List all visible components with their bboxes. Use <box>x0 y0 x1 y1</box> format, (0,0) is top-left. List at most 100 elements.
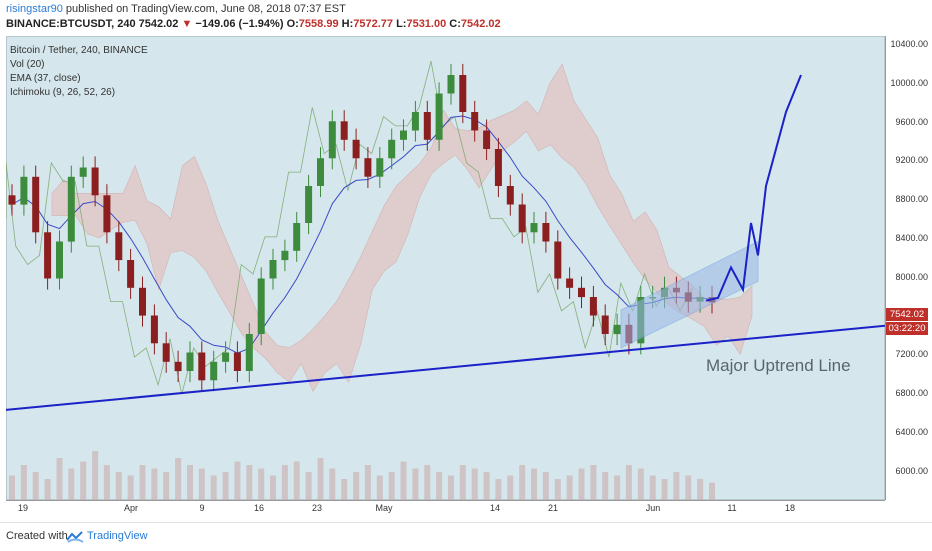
volume-bar <box>566 475 573 500</box>
volume-bar <box>697 479 704 500</box>
low-label: L: <box>396 18 407 30</box>
volume-bar <box>709 482 715 500</box>
symbol-label[interactable]: BINANCE:BTCUSDT, 240 <box>6 18 136 30</box>
candle-body <box>281 250 289 261</box>
time-tick: Jun <box>645 503 661 513</box>
price-tick: 8800.00 <box>895 194 928 205</box>
time-tick: 11 <box>727 503 737 513</box>
candle-body <box>352 139 360 159</box>
volume-bar <box>305 472 312 500</box>
candle-body <box>542 223 550 242</box>
candle-body <box>518 204 526 233</box>
tradingview-link[interactable]: TradingView <box>87 530 148 542</box>
volume-bar <box>103 465 110 500</box>
legend-ichimoku[interactable]: Ichimoku (9, 26, 52, 26) <box>10 87 116 98</box>
volume-bar <box>637 468 644 500</box>
volume-bar <box>270 475 276 500</box>
price-change: −149.06 (−1.94%) <box>195 18 284 30</box>
volume-bar <box>364 465 371 500</box>
volume-bar <box>44 479 51 500</box>
volume-bar <box>210 475 217 500</box>
publish-info: published on TradingView.com, June 08, 2… <box>62 3 346 15</box>
candle-body <box>613 324 621 335</box>
volume-bar <box>163 472 170 500</box>
candle-body <box>328 121 336 159</box>
time-tick: 16 <box>253 503 265 513</box>
volume-bar <box>483 472 490 500</box>
candle-body <box>554 241 562 279</box>
candle-body <box>44 232 52 279</box>
price-tick: 10400.00 <box>890 39 928 49</box>
candle-body <box>578 287 585 298</box>
time-tick: 18 <box>784 503 796 513</box>
candle-body <box>411 112 419 131</box>
volume-bar <box>92 451 99 500</box>
legend-symbol[interactable]: Bitcoin / Tether, 240, BINANCE <box>10 45 148 56</box>
candle-body <box>20 176 28 205</box>
candle-body <box>376 158 384 177</box>
candle-body <box>91 167 99 196</box>
created-with-label: Created with <box>6 530 68 542</box>
volume-bar <box>353 472 360 500</box>
candle-body <box>150 315 158 344</box>
chart-header: risingstar90 published on TradingView.co… <box>0 0 932 34</box>
candle-body <box>32 176 40 233</box>
candle-body <box>589 297 597 316</box>
time-tick: May <box>375 503 393 513</box>
price-axis[interactable]: 10400.00 10000.00 9600.00 9200.00 8800.00 840… <box>885 36 932 500</box>
candle-body <box>245 334 253 371</box>
volume-bar <box>9 475 15 500</box>
volume-bar <box>507 475 514 500</box>
volume-bar <box>436 472 443 500</box>
volume-bar <box>459 465 466 500</box>
publish-line: risingstar90 published on TradingView.co… <box>6 3 346 15</box>
candle-body <box>317 158 324 186</box>
last-price-tag: 7542.02 <box>886 308 928 321</box>
open-value: 7558.99 <box>298 18 339 30</box>
volume-bar <box>542 472 549 500</box>
candle-body <box>103 195 111 233</box>
volume-bar <box>68 468 75 500</box>
time-tick: 21 <box>547 503 559 513</box>
ema-line <box>11 115 713 354</box>
author-link[interactable]: risingstar90 <box>6 3 63 15</box>
candle-body <box>115 232 123 261</box>
volume-bar <box>293 461 300 500</box>
candle-body <box>79 167 87 177</box>
volume-bar <box>127 475 134 500</box>
candle-body <box>471 112 479 131</box>
high-label: H: <box>341 18 354 30</box>
candle-body <box>340 121 348 140</box>
candle-body <box>257 278 265 334</box>
trendline-annotation[interactable]: Major Uptrend Line <box>706 356 851 375</box>
candle-body <box>364 158 372 177</box>
volume-bar <box>20 465 27 500</box>
candle-body <box>233 352 241 371</box>
candle-body <box>435 93 443 140</box>
volume-bar <box>281 465 288 500</box>
candle-body <box>127 260 135 288</box>
price-tick: 8400.00 <box>895 233 928 243</box>
last-price: 7542.02 <box>138 18 179 30</box>
candle-body <box>198 352 206 381</box>
legend-ema[interactable]: EMA (37, close) <box>10 73 81 84</box>
volume-bar <box>673 472 680 500</box>
volume-bar <box>376 475 383 500</box>
volume-bar <box>139 465 146 500</box>
price-tick: 6800.00 <box>895 388 928 399</box>
open-label: O: <box>286 18 299 30</box>
candle-body <box>305 186 313 223</box>
price-tick: 9200.00 <box>895 155 928 166</box>
time-axis[interactable]: 19 Apr 9 16 23 May 14 21 Jun 11 18 <box>6 500 885 516</box>
volume-bar <box>56 458 63 500</box>
price-tick: 6400.00 <box>895 427 928 437</box>
candle-body <box>423 112 431 140</box>
candle-body <box>400 130 407 140</box>
volume-bar <box>175 458 182 500</box>
indicator-legend: Bitcoin / Tether, 240, BINANCE Vol (20) … <box>10 44 148 100</box>
legend-volume[interactable]: Vol (20) <box>10 59 45 70</box>
candle-body <box>447 75 455 94</box>
price-chart[interactable] <box>6 36 885 500</box>
volume-bar <box>234 461 241 500</box>
close-value: 7542.02 <box>460 18 501 30</box>
